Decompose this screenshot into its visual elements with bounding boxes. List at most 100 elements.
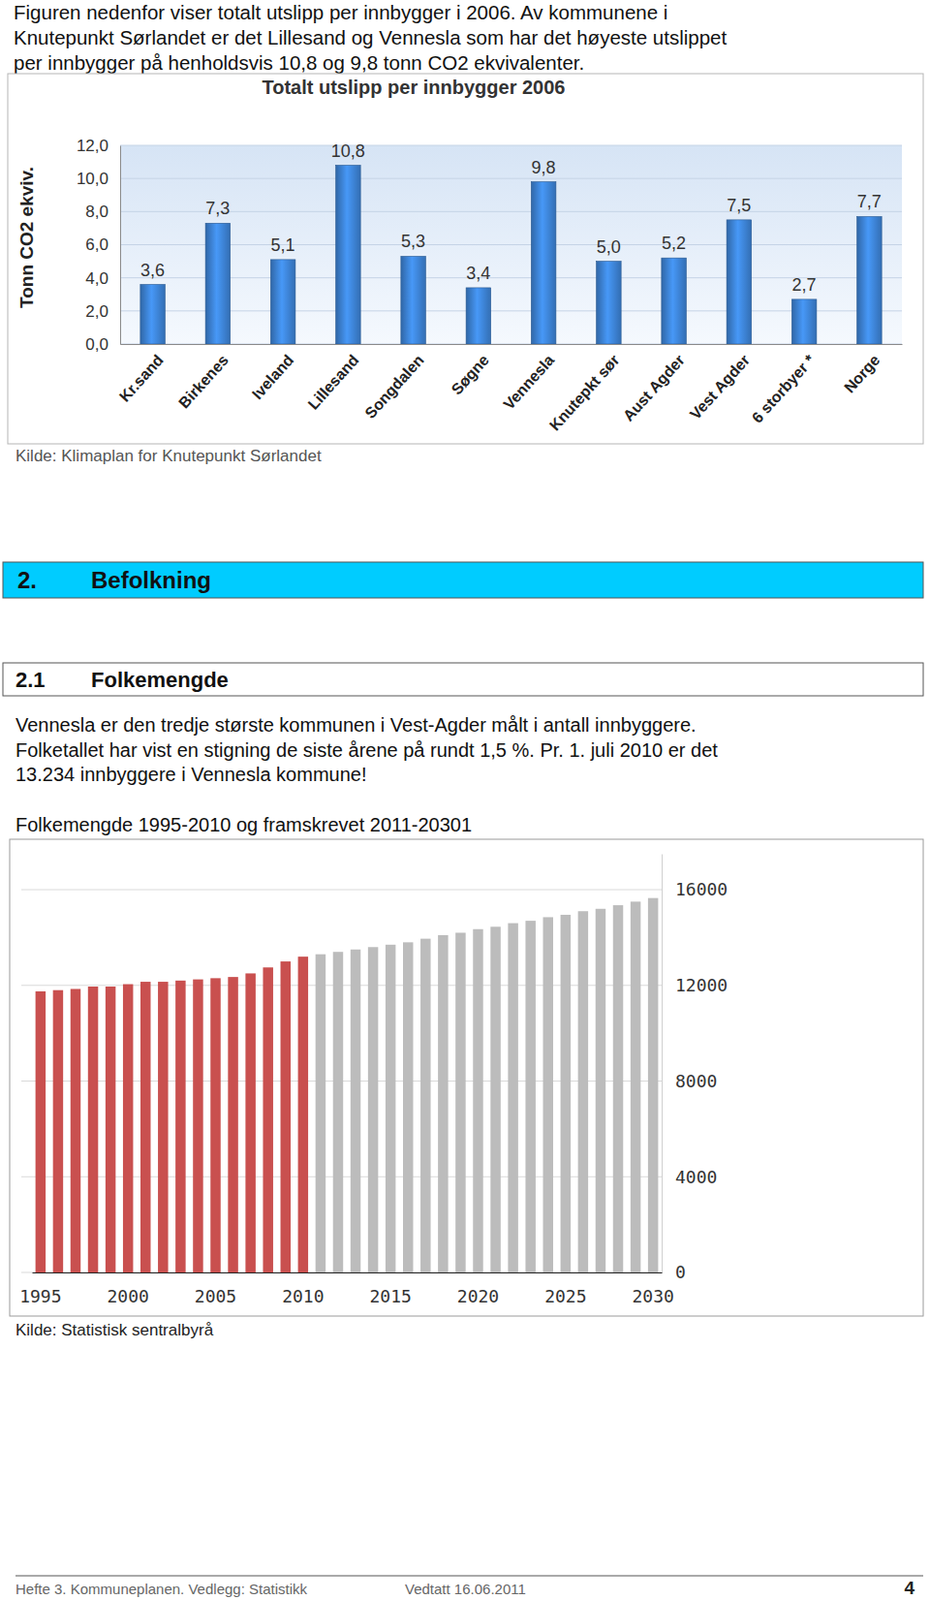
intro-line: Knutepunkt Sørlandet er det Lillesand og… (13, 26, 727, 49)
grid-line (120, 343, 902, 345)
bar (88, 986, 98, 1272)
bar (350, 949, 361, 1272)
footer-text: Vedtatt 16.06.2011 (404, 1580, 527, 1597)
bar (262, 966, 273, 1272)
bar (298, 956, 309, 1272)
tick-label: Aust Agder (620, 351, 688, 425)
tick-label: 2025 (544, 1285, 587, 1306)
bar (205, 222, 231, 344)
chart-frame (9, 838, 924, 1316)
grid-line (21, 889, 662, 891)
grid-line (120, 178, 902, 180)
tick-label: Norge (840, 351, 884, 397)
section-title: Befolkning (91, 566, 212, 593)
tick-label: Lillesand (305, 351, 363, 413)
data-label: 10,8 (331, 141, 366, 161)
bar (437, 934, 448, 1272)
grid-line (120, 244, 902, 246)
tick: 4000 (661, 1166, 717, 1187)
tick: 8,0 (85, 202, 121, 221)
bar (157, 981, 168, 1272)
bar (560, 914, 571, 1272)
section-number: 2. (17, 566, 37, 593)
data-label: 5,0 (596, 237, 621, 257)
tick: Vennesla (499, 343, 558, 413)
tick: 2025 (544, 1271, 587, 1306)
bar (578, 910, 589, 1272)
tick-label: 10,0 (76, 169, 109, 188)
bar (596, 261, 622, 344)
tick-label: 2010 (281, 1285, 324, 1306)
tick: Aust Agder (620, 343, 688, 425)
tick: Kr.sand (116, 343, 167, 405)
tick-label: Birkenes (175, 351, 232, 412)
tick-label: 12000 (675, 974, 728, 995)
tick-label: 6 storbyer * (748, 350, 819, 426)
bar (543, 916, 554, 1272)
bar (613, 904, 623, 1272)
bar (791, 299, 817, 344)
tick: 10,0 (76, 169, 121, 188)
tick: 6 storbyer * (748, 343, 819, 427)
bar (280, 961, 291, 1272)
axis-title: Tonn CO2 ekviv. (16, 166, 37, 309)
tick: 0,0 (85, 335, 121, 354)
y-axis: 0400080001200016000 (661, 854, 728, 1283)
footer-rule (15, 1575, 924, 1577)
bar (726, 219, 752, 344)
paragraph-line: 13.234 innbyggere i Vennesla kommune! (15, 763, 367, 785)
tick: 1995 (19, 1271, 62, 1306)
axis-line (661, 854, 663, 1273)
tick-label: 2020 (457, 1285, 499, 1306)
plot-area (120, 145, 902, 344)
tick-label: Vest Agder (686, 351, 753, 423)
data-label: 5,3 (401, 231, 426, 251)
subsection-box (2, 662, 924, 696)
x-axis: 1995 2000 2005 2010 2015 2020 2025 2030 (19, 1271, 675, 1306)
bar (53, 990, 63, 1272)
tick-label: 8,0 (85, 202, 109, 221)
axis-line (120, 146, 122, 345)
chart-title: Totalt utslipp per innbygger 2006 (261, 76, 565, 98)
tick-label: Songdalen (361, 351, 427, 422)
tick: Søgne (448, 343, 493, 399)
bar (333, 951, 343, 1272)
tick: 2030 (631, 1271, 674, 1306)
grid-line (120, 145, 902, 147)
axis-line (121, 343, 903, 345)
bar (245, 972, 255, 1272)
tick: 2005 (194, 1271, 237, 1306)
grid-line (120, 211, 902, 213)
bar (175, 980, 186, 1272)
grid (120, 145, 902, 344)
bar (661, 257, 687, 344)
bar (123, 984, 133, 1272)
tick-label: Vennesla (499, 351, 558, 413)
data-labels: 3,67,35,110,85,33,49,85,05,27,52,77,7 (140, 141, 882, 295)
tick: 4,0 (85, 269, 121, 288)
tick-label: 2000 (107, 1285, 150, 1306)
subsection-number: 2.1 (15, 667, 46, 692)
bar (530, 182, 557, 344)
bar (465, 287, 492, 344)
bar (857, 216, 883, 344)
bar (270, 259, 296, 344)
page: Figuren nedenfor viser totalt utslipp pe… (0, 0, 930, 1600)
tick-label: 12,0 (76, 136, 109, 155)
tick: 16000 (661, 878, 728, 899)
tick-label: 2015 (369, 1285, 411, 1306)
y-axis: 0,02,04,06,08,010,012,0 (76, 136, 122, 354)
tick-label: 0,0 (85, 335, 109, 354)
data-label: 7,3 (205, 198, 230, 218)
data-label: 2,7 (792, 275, 817, 295)
tick: 2020 (457, 1271, 499, 1306)
tick-label: Knutepkt sør (546, 351, 623, 434)
bars (140, 165, 882, 345)
data-label: 5,1 (271, 235, 296, 255)
tick-label: 2005 (194, 1285, 237, 1306)
chart-frame (7, 73, 924, 444)
tick: 12000 (661, 974, 728, 995)
bar (140, 981, 151, 1272)
tick: Knutepkt sør (546, 343, 623, 434)
tick: 8000 (661, 1070, 717, 1091)
